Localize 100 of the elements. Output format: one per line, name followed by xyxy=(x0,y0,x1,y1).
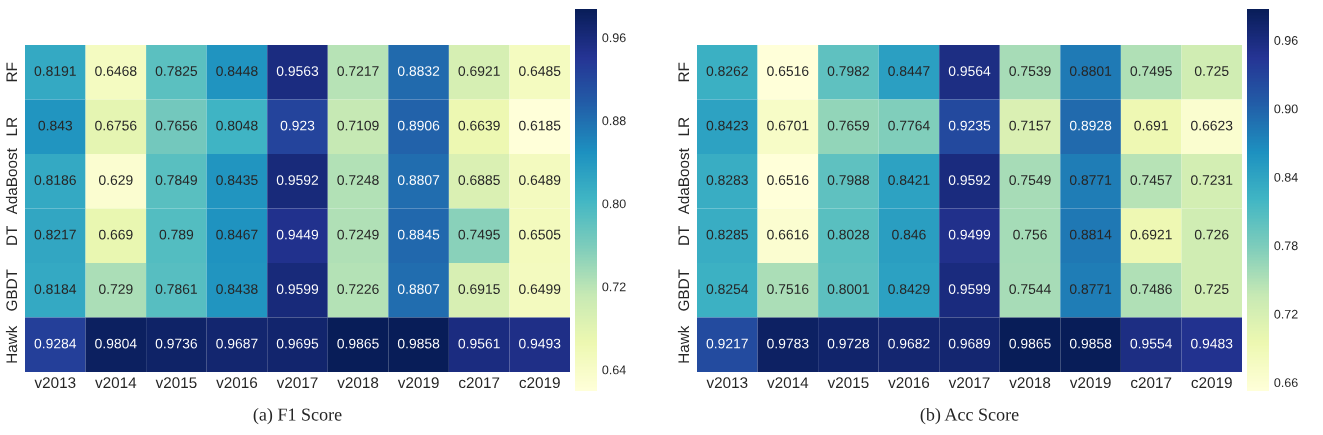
data-label: 0.7486 xyxy=(1130,284,1172,294)
y-tick-label: Hawk xyxy=(677,325,690,363)
data-label: 0.7656 xyxy=(155,120,198,131)
data-label: 0.8438 xyxy=(216,284,258,294)
data-label: 0.8191 xyxy=(34,66,76,76)
y-tick-label: Hawk xyxy=(5,325,18,363)
data-label: 0.8285 xyxy=(706,229,748,240)
x-tick-label: c2019 xyxy=(519,377,560,389)
color-bar-label: 0.80 xyxy=(602,199,626,209)
data-label: 0.9499 xyxy=(948,229,991,240)
data-label: 0.8807 xyxy=(397,284,440,294)
data-label: 0.7226 xyxy=(337,284,379,294)
y-tick-label: LR xyxy=(6,117,17,136)
x-tick-label: v2019 xyxy=(1069,377,1111,389)
data-label: 0.9682 xyxy=(888,338,930,349)
text: (a) F1 Score xyxy=(253,407,342,425)
data-label: 0.6468 xyxy=(95,66,137,76)
data-label: 0.6499 xyxy=(519,284,561,294)
color-bar-label: 0.72 xyxy=(1274,309,1298,319)
data-label: 0.756 xyxy=(1013,229,1047,240)
data-label: 0.923 xyxy=(280,120,315,131)
data-label: 0.9561 xyxy=(458,338,500,349)
data-label: 0.7982 xyxy=(827,66,869,76)
data-label: 0.8801 xyxy=(1069,66,1112,76)
x-tick-label: v2017 xyxy=(276,377,318,389)
data-label: 0.6921 xyxy=(1130,229,1172,240)
data-label: 0.6639 xyxy=(458,120,500,131)
x-tick-label: v2016 xyxy=(888,377,930,389)
data-label: 0.6185 xyxy=(519,120,561,131)
data-label: 0.8845 xyxy=(397,229,440,240)
x-tick-label: v2013 xyxy=(706,377,748,389)
color-bar-label: 0.84 xyxy=(1274,172,1298,182)
data-label: 0.7861 xyxy=(155,284,197,294)
data-label: 0.846 xyxy=(892,229,926,240)
data-label: 0.9687 xyxy=(216,338,258,349)
data-label: 0.8028 xyxy=(827,229,870,240)
data-label: 0.8771 xyxy=(1069,175,1112,185)
data-label: 0.6701 xyxy=(767,120,809,131)
text: (b) Acc Score xyxy=(920,407,1019,425)
data-label: 0.9858 xyxy=(1069,338,1112,349)
data-label: 0.7825 xyxy=(155,66,198,76)
data-label: 0.9493 xyxy=(519,338,561,349)
x-tick-label: c2019 xyxy=(1191,377,1232,389)
y-tick-label: GBDT xyxy=(678,269,690,311)
data-label: 0.726 xyxy=(1194,229,1229,240)
data-label: 0.9804 xyxy=(95,338,137,349)
data-label: 0.9592 xyxy=(948,175,991,185)
x-tick-label: v2013 xyxy=(34,377,76,389)
data-label: 0.7544 xyxy=(1009,284,1051,294)
data-label: 0.8467 xyxy=(216,229,258,240)
data-label: 0.9563 xyxy=(276,66,319,76)
color-bar-label: 0.72 xyxy=(602,282,626,292)
color-bar-label: 0.96 xyxy=(602,33,626,43)
x-tick-label: v2015 xyxy=(827,377,869,389)
data-label: 0.6489 xyxy=(519,175,561,185)
y-tick-label: AdaBoost xyxy=(677,148,690,215)
y-tick-label: DT xyxy=(6,225,17,245)
data-label: 0.9554 xyxy=(1130,338,1172,349)
data-label: 0.7109 xyxy=(337,120,379,131)
color-bar-label: 0.78 xyxy=(1274,241,1298,251)
x-tick-label: c2017 xyxy=(1131,377,1172,389)
data-label: 0.9695 xyxy=(276,338,319,349)
data-label: 0.8423 xyxy=(706,120,748,131)
data-label: 0.7549 xyxy=(1009,175,1051,185)
data-label: 0.8435 xyxy=(216,175,258,185)
data-label: 0.9865 xyxy=(1009,338,1051,349)
color-bar-label: 0.64 xyxy=(602,365,626,375)
data-label: 0.9284 xyxy=(34,338,77,349)
x-tick-label: v2019 xyxy=(397,377,439,389)
data-label: 0.6516 xyxy=(767,175,809,185)
data-label: 0.8906 xyxy=(397,120,440,131)
data-label: 0.9689 xyxy=(948,338,991,349)
data-label: 0.7495 xyxy=(1130,66,1172,76)
data-label: 0.6623 xyxy=(1191,120,1233,131)
data-label: 0.725 xyxy=(1194,66,1229,76)
data-label: 0.7659 xyxy=(827,120,869,131)
data-label: 0.8048 xyxy=(216,120,258,131)
data-label: 0.8771 xyxy=(1069,284,1112,294)
data-label: 0.9483 xyxy=(1191,338,1233,349)
y-tick-label: DT xyxy=(678,225,689,245)
data-label: 0.8001 xyxy=(827,284,869,294)
data-label: 0.6756 xyxy=(95,120,137,131)
y-tick-label: AdaBoost xyxy=(5,148,18,215)
data-label: 0.8283 xyxy=(706,175,748,185)
data-label: 0.7539 xyxy=(1009,66,1051,76)
data-label: 0.8814 xyxy=(1069,229,1112,240)
data-label: 0.729 xyxy=(99,284,133,294)
data-label: 0.6485 xyxy=(519,66,561,76)
data-label: 0.7217 xyxy=(337,66,379,76)
data-label: 0.9449 xyxy=(276,229,319,240)
data-label: 0.7516 xyxy=(767,284,809,294)
x-tick-label: v2015 xyxy=(155,377,197,389)
data-label: 0.9599 xyxy=(276,284,319,294)
data-label: 0.8832 xyxy=(397,66,440,76)
data-label: 0.7849 xyxy=(155,175,197,185)
data-label: 0.8928 xyxy=(1069,120,1112,131)
color-bar-label: 0.90 xyxy=(1274,104,1298,114)
data-label: 0.7764 xyxy=(888,120,930,131)
x-tick-label: v2017 xyxy=(948,377,990,389)
color-bar-label: 0.96 xyxy=(1274,36,1298,45)
